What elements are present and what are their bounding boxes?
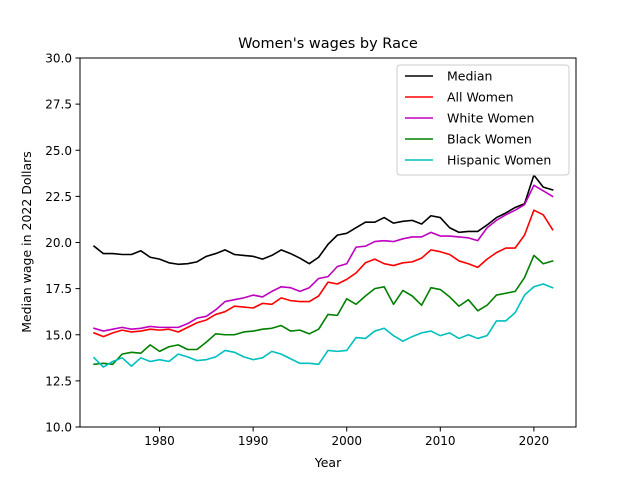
y-tick-label: 15.0 [45,328,72,342]
legend-entry: White Women [447,111,534,126]
x-tick-label: 1990 [238,434,269,448]
y-tick-label: 30.0 [45,52,72,66]
x-tick-label: 2020 [519,434,550,448]
series-line-black-women [93,254,554,366]
y-axis-label: Median wage in 2022 Dollars [19,151,34,333]
legend-entry: Black Women [447,132,532,147]
axes-layer: 1980 1990 2000 2010 2020 10.0 12.5 15.0 17.5 20.0… [45,52,577,448]
y-tick-label: 27.5 [45,98,72,112]
y-tick-label: 17.5 [45,282,72,296]
series-line-hispanic-women [92,283,554,368]
chart-title: Women's wages by Race [238,36,418,52]
x-tick-label: 2010 [425,434,456,448]
legend-entry: All Women [447,90,514,105]
legend-entry: Hispanic Women [447,153,551,168]
series-line-median [92,174,554,266]
legend-box [396,64,570,176]
y-tick-label: 12.5 [45,374,72,388]
x-tick-label: 2000 [331,434,362,448]
y-tick-label: 22.5 [45,190,72,204]
legend: Median All Women White Women Black Women His… [396,64,570,176]
series-layer [92,174,554,368]
series-line-white-women [93,184,554,332]
legend-entry: Median [447,69,492,84]
y-tick-label: 20.0 [45,236,72,250]
series-line-all-women [93,209,554,338]
x-axis-label: Year [314,455,342,470]
x-tick-label: 1980 [144,434,175,448]
y-tick-label: 10.0 [45,421,72,435]
y-tick-label: 25.0 [45,144,72,158]
